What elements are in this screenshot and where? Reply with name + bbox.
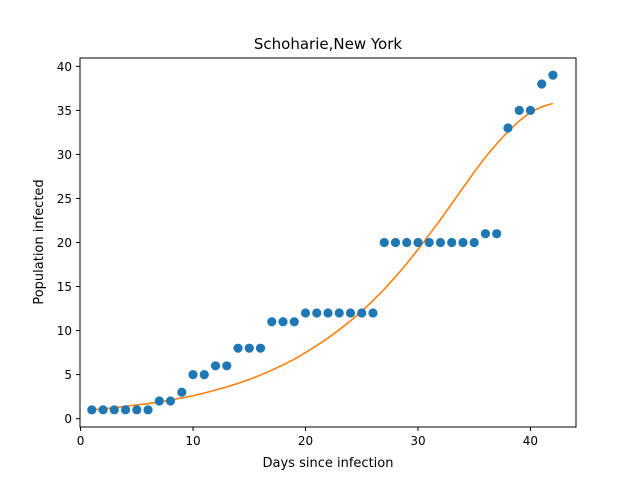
data-point xyxy=(379,237,389,248)
data-point xyxy=(345,308,356,318)
data-point xyxy=(120,405,131,415)
x-axis-label: Days since infection xyxy=(263,456,394,471)
data-point xyxy=(357,308,367,318)
data-point xyxy=(480,229,491,239)
data-point xyxy=(267,317,277,327)
data-point xyxy=(514,105,524,115)
x-tick-label: 20 xyxy=(298,434,313,448)
y-axis-label: Population infected xyxy=(32,179,47,304)
data-point xyxy=(143,405,153,415)
data-point xyxy=(300,308,311,318)
data-point xyxy=(323,308,333,318)
data-point xyxy=(368,308,378,318)
data-point xyxy=(154,396,164,406)
data-point xyxy=(255,343,266,353)
chart-marks xyxy=(87,70,558,415)
data-point xyxy=(469,237,479,248)
data-point xyxy=(503,123,513,133)
x-tick-label: 40 xyxy=(523,434,538,448)
data-point xyxy=(390,237,401,248)
axes: 0 10 20 30 40 0 5 10 15 20 25 30 35 40 xyxy=(57,57,577,448)
data-point xyxy=(87,405,97,415)
chart-title: Schoharie,New York xyxy=(254,35,402,53)
y-tick-label: 30 xyxy=(57,148,72,162)
x-tick-label: 30 xyxy=(410,434,425,448)
y-tick-label: 35 xyxy=(57,104,72,118)
data-point xyxy=(424,237,434,248)
data-point xyxy=(132,405,142,415)
data-point xyxy=(165,396,176,406)
data-point xyxy=(548,70,558,80)
data-point xyxy=(435,237,446,248)
y-tick-label: 15 xyxy=(57,280,72,294)
data-point xyxy=(402,237,412,248)
data-point xyxy=(447,237,457,248)
data-point xyxy=(525,105,536,115)
data-point xyxy=(312,308,322,318)
data-point xyxy=(188,370,198,380)
data-point xyxy=(199,370,209,380)
data-point xyxy=(210,361,221,371)
data-point xyxy=(278,317,288,327)
y-tick-label: 10 xyxy=(57,324,72,338)
data-point xyxy=(492,229,502,239)
data-point xyxy=(244,343,254,353)
y-tick-label: 5 xyxy=(64,368,72,382)
y-tick-label: 0 xyxy=(64,412,72,426)
data-point xyxy=(413,237,423,248)
y-tick-label: 20 xyxy=(57,236,72,250)
data-point xyxy=(334,308,344,318)
data-point xyxy=(177,387,187,397)
data-point xyxy=(289,317,299,327)
x-tick-label: 0 xyxy=(77,434,85,448)
y-tick-label: 40 xyxy=(57,60,72,74)
data-point xyxy=(537,79,547,89)
y-tick-label: 25 xyxy=(57,192,72,206)
data-point xyxy=(458,237,468,248)
data-point xyxy=(233,343,243,353)
data-point xyxy=(109,405,119,415)
x-tick-label: 10 xyxy=(185,434,200,448)
data-point xyxy=(98,405,108,415)
data-point xyxy=(222,361,232,371)
